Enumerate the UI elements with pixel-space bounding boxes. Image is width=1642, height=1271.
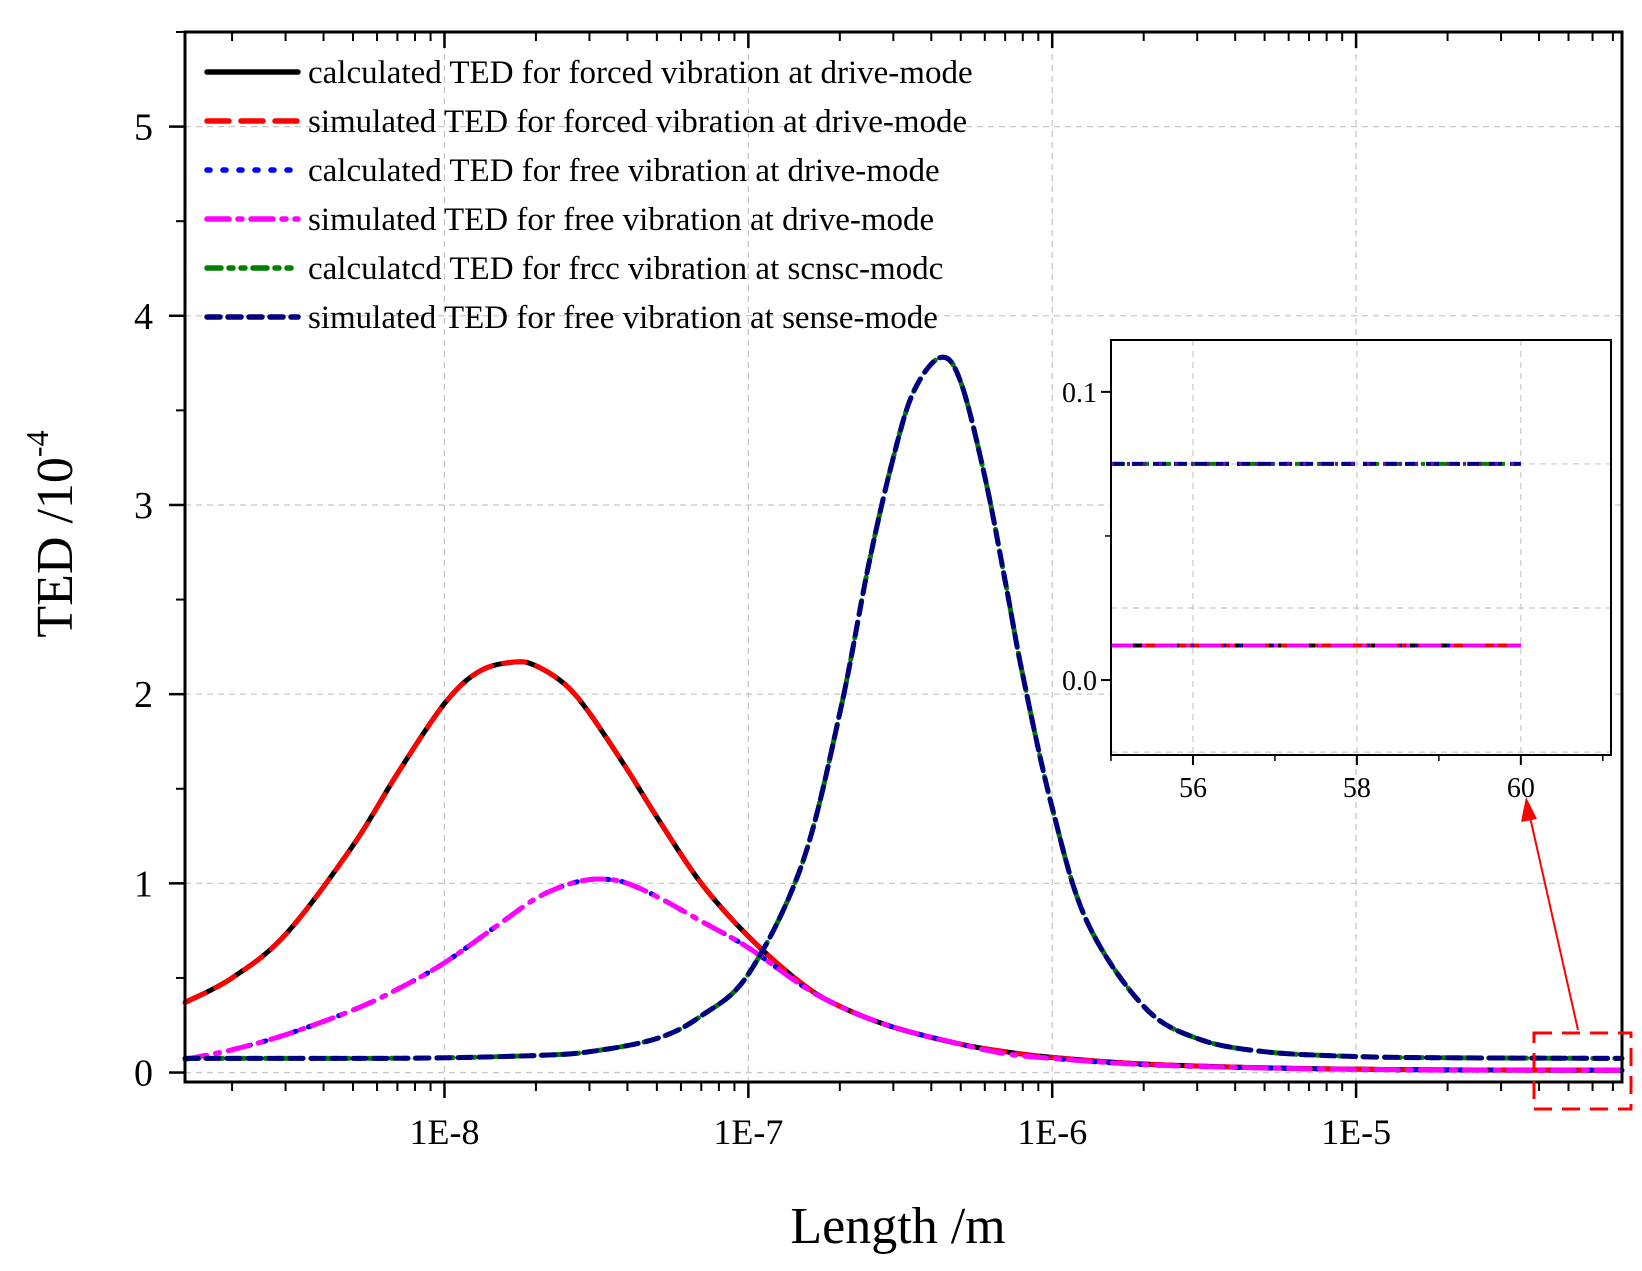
inset-series <box>1111 461 1521 648</box>
y-tick-label: 3 <box>134 485 153 527</box>
x-tick-label: 1E-8 <box>409 1112 479 1152</box>
zoom-arrow-shaft <box>1529 816 1579 1031</box>
y-axis-label: TED /10-4 <box>19 430 84 637</box>
legend-label: calculatcd TED for frcc vibration at scn… <box>308 251 943 287</box>
legend: calculated TED for forced vibration at d… <box>204 55 973 336</box>
inset-ticks <box>1101 390 1604 765</box>
series-line-simulated-ted-for-free-vibration-at-drive-mode <box>182 876 1625 1073</box>
y-tick-label: 4 <box>134 296 153 338</box>
x-tick-label: 1E-7 <box>713 1112 783 1152</box>
legend-label: simulated TED for forced vibration at dr… <box>308 104 967 140</box>
main-series <box>182 354 1625 1073</box>
x-axis-label: Length /m <box>790 1198 1005 1255</box>
legend-label: simulated TED for free vibration at sens… <box>308 300 938 336</box>
y-axis-label-text: TED /10 <box>27 457 84 638</box>
inset-chart: 56 58 60 0.0 0.1 <box>1062 339 1612 804</box>
series-line-calculated-ted-for-free-vibration-at-drive-mode <box>182 876 1625 1073</box>
series-line-simulated-ted-for-free-vibration-at-sense-mode <box>182 354 1625 1061</box>
inset-y-tick-label: 0.1 <box>1062 378 1097 409</box>
main-tick-labels: 1E-8 1E-7 1E-6 1E-5 0 1 2 3 4 5 <box>134 107 1391 1152</box>
zoom-region-marker <box>1532 1031 1633 1111</box>
y-tick-label: 2 <box>134 674 153 716</box>
legend-label: calculated TED for free vibration at dri… <box>308 153 940 189</box>
inset-grid <box>1111 340 1611 755</box>
y-axis-label-group: TED /10-4 <box>19 430 84 637</box>
main-plot-frame <box>183 30 1624 1084</box>
inset-y-tick-label: 0.0 <box>1062 666 1097 697</box>
y-tick-label: 1 <box>134 863 153 905</box>
y-tick-label: 5 <box>134 107 153 149</box>
x-tick-label: 1E-5 <box>1321 1112 1391 1152</box>
inset-x-tick-label: 60 <box>1507 773 1535 804</box>
x-tick-label: 1E-6 <box>1017 1112 1087 1152</box>
inset-background <box>1111 340 1611 755</box>
y-axis-label-exponent: -4 <box>19 430 55 457</box>
inset-tick-labels: 56 58 60 0.0 0.1 <box>1062 378 1535 804</box>
main-ticks <box>169 31 1614 1098</box>
y-tick-label: 0 <box>134 1053 153 1095</box>
zoom-arrow-head <box>1521 797 1537 822</box>
main-grid <box>185 32 1622 1082</box>
legend-label: simulated TED for free vibration at driv… <box>308 202 934 238</box>
inset-x-tick-label: 58 <box>1343 773 1371 804</box>
legend-label: calculated TED for forced vibration at d… <box>308 55 973 91</box>
inset-x-tick-label: 56 <box>1179 773 1207 804</box>
inset-frame <box>1110 339 1612 756</box>
